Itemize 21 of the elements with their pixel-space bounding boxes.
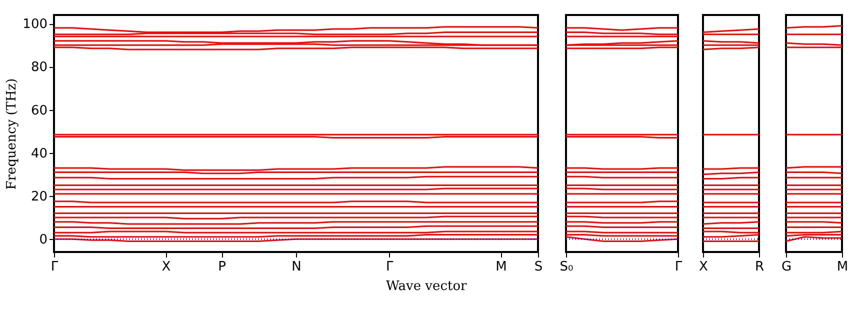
y-tick-label: 80 [30, 60, 48, 76]
y-axis-title: Frequency (THz) [4, 78, 20, 190]
y-tick-label: 20 [30, 189, 48, 204]
x-tick-label: N [292, 260, 302, 274]
y-tick-label: 100 [22, 17, 48, 32]
x-tick-label: S₀ [560, 260, 574, 274]
x-axis-title: Wave vector [386, 279, 468, 294]
x-tick-label: P [218, 260, 226, 274]
x-tick-label: Γ [50, 260, 59, 274]
x-tick-label: M [836, 260, 848, 274]
y-tick-label: 0 [39, 232, 48, 248]
x-tick-label: M [496, 260, 507, 274]
x-tick-label: Γ [674, 260, 683, 274]
x-tick-label: R [754, 260, 764, 274]
x-tick-label: G [781, 260, 792, 274]
x-tick-label: S [534, 260, 543, 274]
y-tick-label: 60 [30, 103, 48, 118]
x-tick-label: X [162, 260, 171, 274]
y-tick-label: 40 [30, 146, 48, 162]
x-tick-label: X [699, 260, 708, 274]
x-tick-label: Γ [386, 260, 394, 274]
